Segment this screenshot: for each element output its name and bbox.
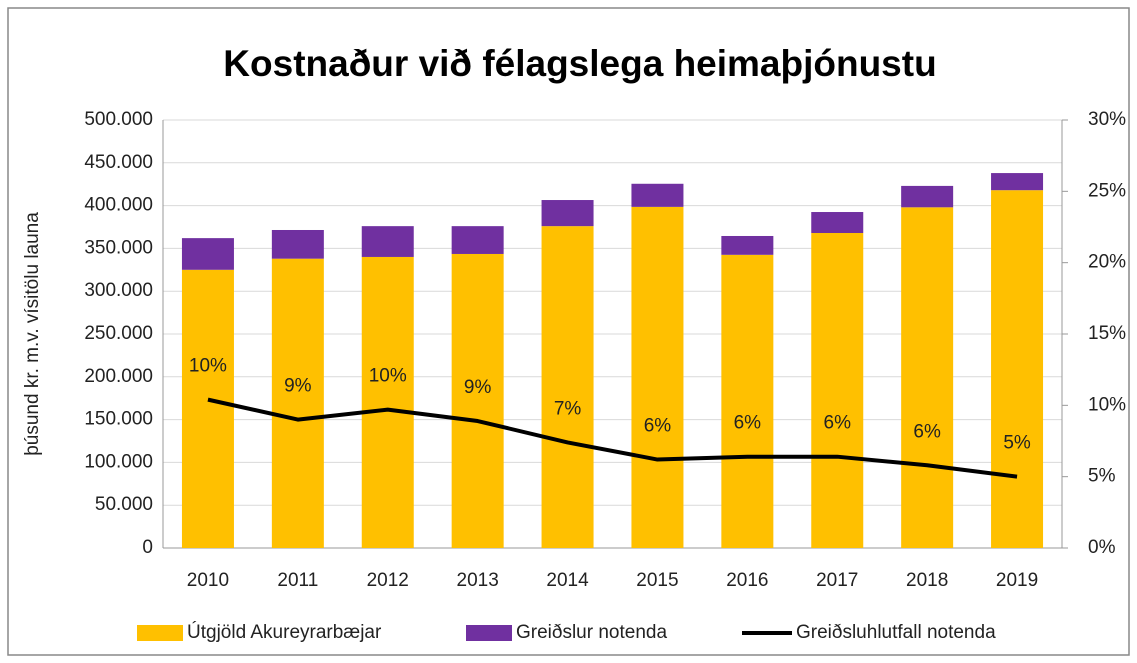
data-label: 9% [464,377,492,398]
x-tick-label: 2018 [906,570,948,591]
x-tick-label: 2014 [546,570,589,591]
bar [541,200,594,227]
x-tick-label: 2016 [726,570,768,591]
x-tick-label: 2013 [457,570,499,591]
y-tick-label: 350.000 [84,237,153,258]
y-tick-label: 0 [142,537,153,558]
y2-tick-label: 30% [1088,109,1126,130]
y-tick-label: 100.000 [84,451,153,472]
legend-label: Greiðslur notenda [516,622,667,643]
data-label: 6% [734,413,762,434]
bar [991,190,1044,548]
x-tick-label: 2012 [367,570,409,591]
data-label: 5% [1003,433,1031,454]
y-tick-label: 450.000 [84,152,153,173]
bar [721,235,774,255]
bar [631,183,684,207]
bar [181,269,234,548]
bar [361,226,414,257]
x-tick-label: 2011 [277,570,318,591]
y2-tick-label: 10% [1088,394,1126,415]
legend-label: Greiðsluhlutfall notenda [796,622,996,643]
legend-swatch [466,625,512,641]
data-label: 10% [189,356,227,377]
bar [811,232,864,548]
bar [181,238,234,270]
bar [811,212,864,233]
bar [991,173,1044,191]
data-label: 10% [369,366,407,387]
y2-tick-label: 15% [1088,323,1126,344]
bar [271,258,324,548]
y-axis-label: þúsund kr. m.v. vísitölu launa [22,212,43,456]
x-tick-label: 2017 [816,570,858,591]
legend-swatch [137,625,183,641]
bar [901,207,954,548]
bar [541,226,594,549]
y-tick-label: 150.000 [84,409,153,430]
y-tick-label: 200.000 [84,366,153,387]
y-tick-label: 500.000 [84,109,153,130]
bar [451,226,504,254]
y2-tick-label: 0% [1088,537,1116,558]
line [207,397,1018,479]
bar [451,253,504,549]
y-tick-label: 400.000 [84,195,153,216]
x-tick-label: 2019 [996,570,1038,591]
y-tick-label: 50.000 [95,494,153,515]
legend-label: Útgjöld Akureyrarbæjar [187,621,382,643]
bar [361,256,414,548]
y-tick-label: 300.000 [84,280,153,301]
data-label: 6% [644,416,672,437]
y-tick-label: 250.000 [84,323,153,344]
bar [631,206,684,548]
bar [271,229,324,259]
x-tick-label: 2015 [636,570,678,591]
bar [721,254,774,548]
data-label: 6% [913,421,941,442]
y2-tick-label: 5% [1088,466,1116,487]
chart-title: Kostnaður við félagslega heimaþjónustu [223,43,936,84]
data-label: 7% [554,398,582,419]
data-label: 6% [824,413,852,434]
y2-tick-label: 25% [1088,180,1126,201]
y2-tick-label: 20% [1088,252,1126,273]
data-label: 9% [284,376,312,397]
bar [901,185,954,208]
x-tick-label: 2010 [187,570,229,591]
